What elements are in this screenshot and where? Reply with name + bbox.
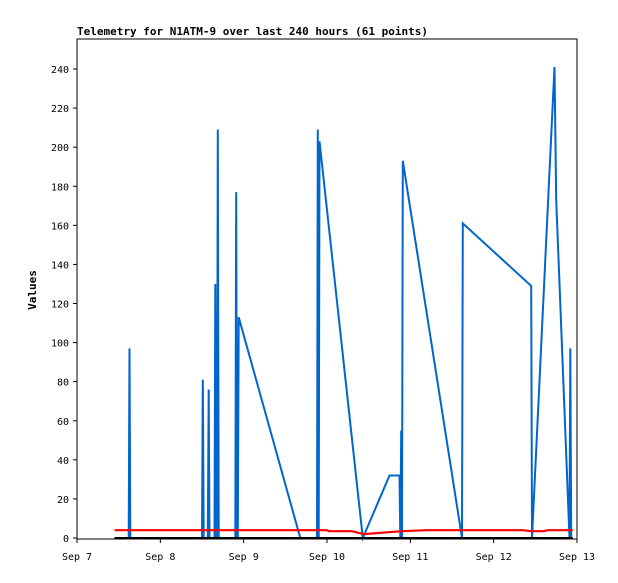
y-tick-label: 220 [51,104,69,115]
x-tick-label: Sep 13 [559,552,595,563]
y-axis: 0 20 40 60 80 100 120 140 160 180 200 220 240 [51,65,77,545]
y-tick-label: 60 [57,417,69,428]
y-tick-label: 200 [51,143,69,154]
y-tick-label: 160 [51,221,69,232]
y-tick-label: 180 [51,182,69,193]
y-tick-label: 20 [57,495,69,506]
x-tick-label: Sep 7 [62,552,92,563]
x-tick-label: Sep 10 [309,552,345,563]
y-tick-label: 40 [57,456,69,467]
chart-title: Telemetry for N1ATM-9 over last 240 hour… [77,25,428,38]
y-tick-label: 140 [51,260,69,271]
plot-area [76,38,578,540]
x-tick-label: Sep 12 [476,552,512,563]
y-tick-label: 80 [57,378,69,389]
x-tick-label: Sep 8 [145,552,175,563]
y-tick-label: 240 [51,65,69,76]
y-axis-label: Values [26,270,39,310]
x-tick-label: Sep 11 [392,552,428,563]
x-axis: Sep 7 Sep 8 Sep 9 Sep 10 Sep 11 Sep 12 Sep 13 [62,539,595,563]
y-tick-label: 120 [51,300,69,311]
x-tick-label: Sep 9 [229,552,259,563]
series-line-1 [114,529,573,536]
y-tick-label: 0 [63,534,69,545]
series-line-0 [127,66,573,542]
series-layer [114,66,573,542]
y-tick-label: 100 [51,339,69,350]
